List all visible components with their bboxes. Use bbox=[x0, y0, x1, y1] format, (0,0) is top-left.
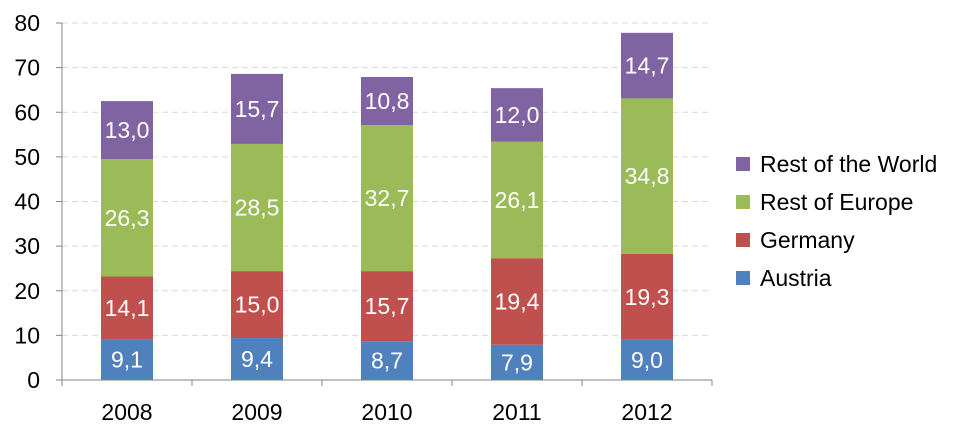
data-label: 12,0 bbox=[495, 102, 540, 128]
data-label: 9,4 bbox=[241, 346, 273, 372]
data-label: 28,5 bbox=[235, 195, 280, 221]
bar-segment bbox=[621, 32, 673, 99]
legend-item: Rest of the World bbox=[736, 145, 937, 183]
y-tick-label: 0 bbox=[27, 367, 40, 393]
bar-segment bbox=[231, 338, 283, 380]
data-label: 7,9 bbox=[501, 349, 533, 375]
legend: Rest of the World Rest of Europe Germany Au… bbox=[736, 145, 937, 297]
bar-segment bbox=[491, 141, 543, 259]
data-labels: 9,1 14,1 26,3 13,0 9,4 15,0 28,5 15,7 8,7 15,7 32,… bbox=[105, 53, 670, 376]
bar-segment bbox=[621, 253, 673, 340]
y-tick-label: 70 bbox=[14, 55, 40, 81]
bar-segment bbox=[231, 143, 283, 272]
data-label: 26,3 bbox=[105, 205, 150, 231]
bar-segment bbox=[361, 125, 413, 272]
legend-swatch bbox=[736, 271, 750, 285]
legend-item: Rest of Europe bbox=[736, 183, 937, 221]
bar-segment bbox=[231, 271, 283, 339]
y-tick-label: 30 bbox=[14, 233, 40, 259]
bar-segment bbox=[231, 73, 283, 144]
axes: 0 10 20 30 40 50 60 70 80 2008 2009 2010 2011 2012 bbox=[14, 10, 713, 425]
data-label: 15,7 bbox=[365, 293, 410, 319]
data-label: 19,4 bbox=[495, 288, 540, 314]
y-tick-label: 40 bbox=[14, 189, 40, 215]
legend-swatch bbox=[736, 195, 750, 209]
bar-segment bbox=[491, 258, 543, 345]
data-label: 15,0 bbox=[235, 292, 280, 318]
data-label: 8,7 bbox=[371, 348, 403, 374]
legend-label: Germany bbox=[760, 226, 855, 253]
data-label: 34,8 bbox=[625, 163, 670, 189]
data-label: 15,7 bbox=[235, 96, 280, 122]
data-label: 19,3 bbox=[625, 284, 670, 310]
y-tick-label: 20 bbox=[14, 278, 40, 304]
data-label: 10,8 bbox=[365, 88, 410, 114]
y-tick-label: 60 bbox=[14, 99, 40, 125]
bar-segment bbox=[621, 339, 673, 380]
bar-segment bbox=[101, 101, 153, 160]
data-label: 14,7 bbox=[625, 53, 670, 79]
data-label: 9,0 bbox=[631, 347, 663, 373]
bar-segment bbox=[361, 271, 413, 342]
data-label: 32,7 bbox=[365, 185, 410, 211]
bar-segment bbox=[491, 88, 543, 142]
bars bbox=[101, 32, 673, 380]
bar-segment bbox=[101, 339, 153, 380]
bar-segment bbox=[101, 159, 153, 277]
data-label: 26,1 bbox=[495, 187, 540, 213]
bar-segment bbox=[361, 76, 413, 126]
legend-label: Austria bbox=[760, 264, 832, 291]
x-tick-label: 2012 bbox=[621, 399, 672, 425]
legend-item: Germany bbox=[736, 221, 937, 259]
legend-swatch bbox=[736, 233, 750, 247]
data-label: 13,0 bbox=[105, 117, 150, 143]
bar-segment bbox=[621, 98, 673, 254]
x-tick-label: 2009 bbox=[231, 399, 282, 425]
bar-segment bbox=[491, 344, 543, 380]
legend-item: Austria bbox=[736, 259, 937, 297]
bar-segment bbox=[361, 341, 413, 380]
y-tick-label: 80 bbox=[14, 10, 40, 36]
legend-swatch bbox=[736, 157, 750, 171]
x-tick-label: 2010 bbox=[361, 399, 412, 425]
bar-segment bbox=[101, 276, 153, 340]
y-tick-label: 10 bbox=[14, 322, 40, 348]
x-tick-label: 2008 bbox=[101, 399, 152, 425]
y-tick-label: 50 bbox=[14, 144, 40, 170]
legend-label: Rest of Europe bbox=[760, 188, 914, 215]
data-label: 9,1 bbox=[111, 347, 143, 373]
data-label: 14,1 bbox=[105, 295, 150, 321]
x-tick-label: 2011 bbox=[492, 399, 541, 425]
legend-label: Rest of the World bbox=[760, 150, 938, 177]
